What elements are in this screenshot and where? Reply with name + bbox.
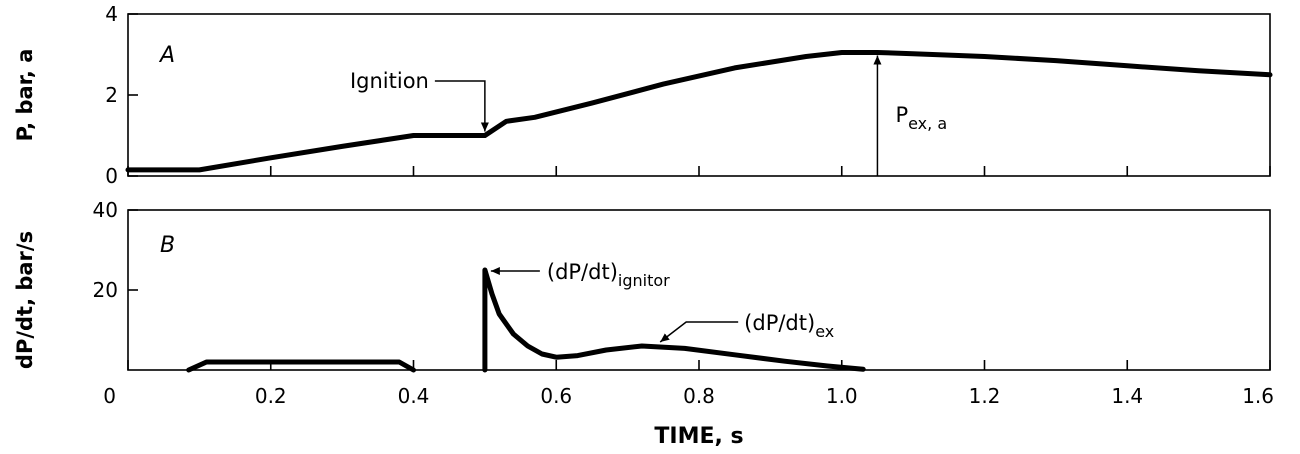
rate-curve-main [482, 267, 866, 373]
x-tick-label: 0.4 [398, 384, 430, 408]
pex-label: Pex, a [895, 103, 947, 133]
explosion-rate-annotation: (dP/dt)ex [659, 311, 834, 343]
pressure-curve [125, 50, 1273, 173]
panel-a-ticks: 0 2 4 [105, 2, 1271, 188]
x-tick-label: 0.8 [683, 384, 715, 408]
ignitor-rate-label-subscript: ignitor [618, 271, 670, 290]
panel-b-y-axis-label: dP/dt, bar/s [13, 231, 37, 369]
ignitor-rate-label: (dP/dt)ignitor [547, 260, 670, 290]
x-tick-label: 1.4 [1111, 384, 1143, 408]
panel-a-y-tick-label: 2 [105, 83, 118, 107]
x-tick-labels: 0 0.2 0.4 0.6 0.8 1.0 1.2 1.4 1.6 [103, 384, 1274, 408]
explosion-rate-label: (dP/dt)ex [744, 311, 834, 341]
x-axis-label: TIME, s [654, 424, 743, 449]
pex-label-subscript: ex, a [908, 114, 947, 133]
panel-b-letter: B [160, 233, 175, 258]
panel-b-y-tick-label: 20 [93, 278, 118, 302]
explosion-rate-arrow [659, 321, 739, 343]
ignition-annotation: Ignition [350, 69, 489, 132]
panel-a: 0 2 4 A P, bar, a Ignition Pex, a [13, 2, 1273, 188]
x-tick-label: 0.2 [255, 384, 287, 408]
panel-a-letter: A [158, 43, 175, 68]
ignition-arrow [434, 80, 489, 132]
explosion-rate-label-subscript: ex [815, 322, 834, 341]
panel-a-y-tick-label: 0 [105, 164, 118, 188]
x-tick-label: 0 [103, 384, 116, 408]
x-tick-label: 0.6 [540, 384, 572, 408]
panel-a-y-axis-label: P, bar, a [13, 49, 37, 142]
rate-curve-prephase [186, 359, 416, 373]
ignitor-rate-annotation: (dP/dt)ignitor [490, 260, 670, 290]
pex-label-main: P [895, 103, 908, 127]
pex-annotation: Pex, a [873, 55, 947, 176]
panel-b-frame [127, 209, 1271, 371]
panel-b-y-tick-label: 40 [93, 198, 118, 222]
x-tick-label: 1.6 [1242, 384, 1274, 408]
explosion-rate-label-main: (dP/dt) [744, 311, 815, 335]
panel-a-y-tick-label: 4 [105, 2, 118, 26]
ignition-label: Ignition [350, 69, 429, 93]
x-tick-label: 1.2 [969, 384, 1001, 408]
x-tick-label: 1.0 [826, 384, 858, 408]
ignitor-rate-label-main: (dP/dt) [547, 260, 618, 284]
